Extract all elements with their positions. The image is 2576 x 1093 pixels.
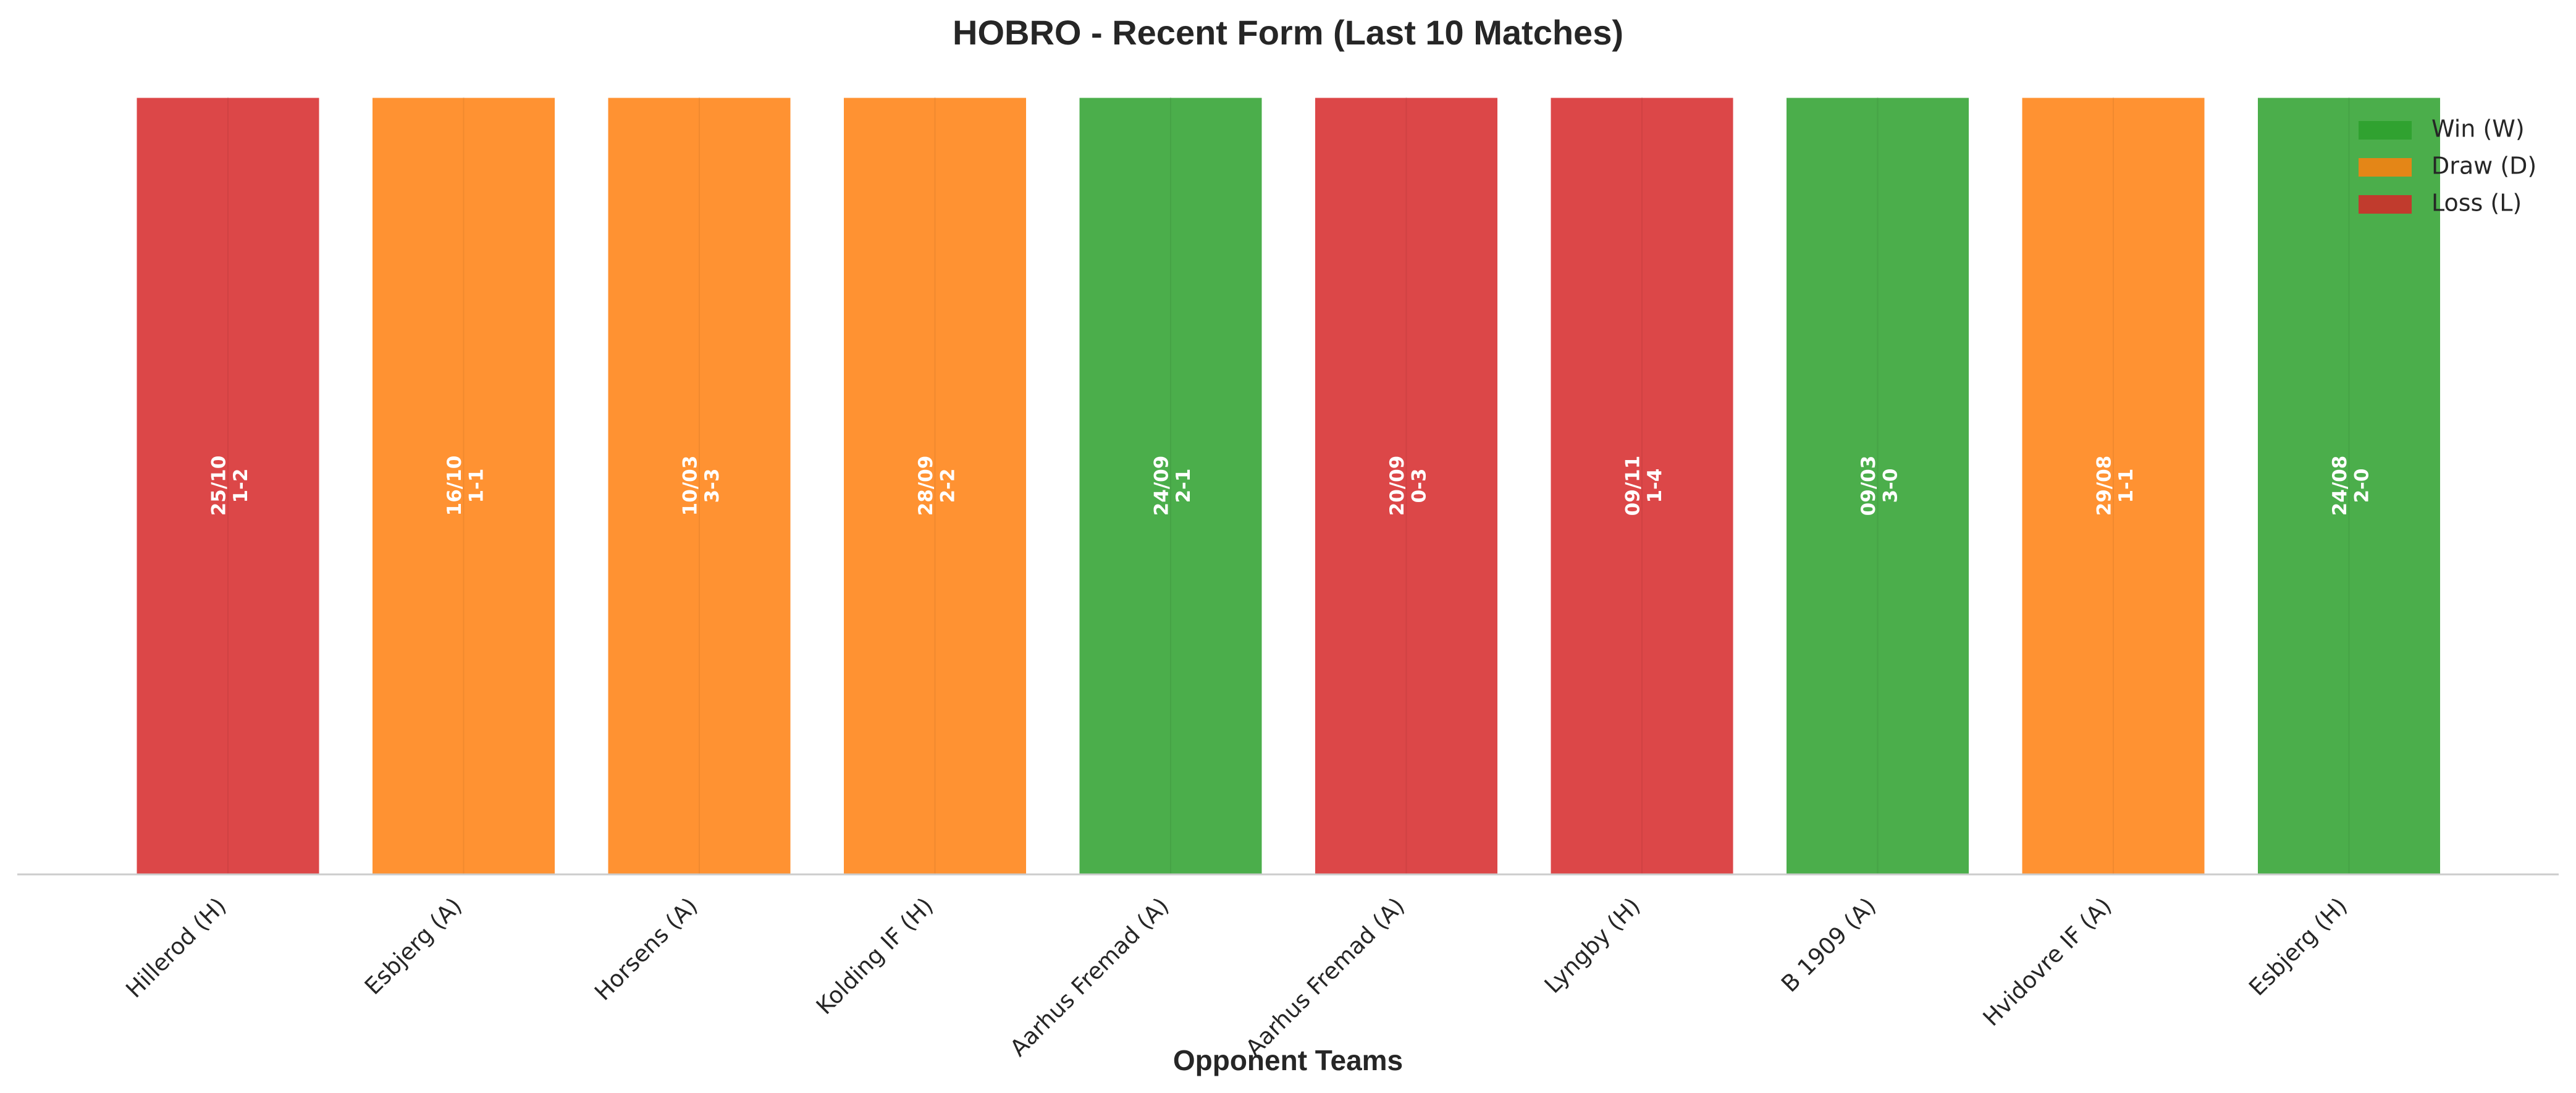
x-tick-label: Esbjerg (H) xyxy=(2244,892,2352,1001)
match-score: 3-0 xyxy=(1880,468,1902,503)
match-date: 16/10 xyxy=(444,456,466,516)
bar-data-label: 20/090-3 xyxy=(1386,456,1431,516)
match-date: 09/03 xyxy=(1858,456,1880,516)
match-score: 2-0 xyxy=(2351,468,2373,503)
bar-4 xyxy=(842,96,1028,876)
bar-data-label: 25/101-2 xyxy=(208,456,252,516)
bar-data-label: 10/033-3 xyxy=(679,456,723,516)
bar-data-label: 09/033-0 xyxy=(1858,456,1902,516)
bar-data-label: 16/101-1 xyxy=(444,456,488,516)
bar-data-label: 09/111-4 xyxy=(1622,456,1666,516)
legend-label: Win (W) xyxy=(2431,115,2525,143)
x-tick-label: Horsens (A) xyxy=(589,892,702,1005)
match-score: 2-1 xyxy=(1172,468,1195,503)
bar-2 xyxy=(371,96,557,876)
match-score: 0-3 xyxy=(1408,468,1431,503)
bar-7 xyxy=(1549,96,1735,876)
match-score: 1-1 xyxy=(2115,468,2137,503)
x-tick-label: Aarhus Fremad (A) xyxy=(1005,892,1174,1062)
match-date: 10/03 xyxy=(679,456,701,516)
bar-10 xyxy=(2256,96,2442,876)
x-tick-label: Kolding IF (H) xyxy=(811,892,938,1020)
legend: Win (W) Draw (D) Loss (L) xyxy=(2359,115,2536,217)
x-tick-label: Esbjerg (A) xyxy=(360,892,467,1000)
legend-label: Loss (L) xyxy=(2431,190,2522,217)
bar-data-label: 28/092-2 xyxy=(915,456,959,516)
x-tick-label: B 1909 (A) xyxy=(1776,892,1881,997)
match-date: 20/09 xyxy=(1386,456,1408,516)
match-date: 24/08 xyxy=(2329,456,2351,516)
legend-swatch-l xyxy=(2359,195,2412,214)
legend-swatch-w xyxy=(2359,121,2412,140)
bar-data-label: 29/081-1 xyxy=(2093,456,2137,516)
match-date: 09/11 xyxy=(1622,456,1644,516)
legend-swatch-d xyxy=(2359,158,2412,177)
x-tick-label: Aarhus Fremad (A) xyxy=(1240,892,1410,1062)
x-tick-label: Lyngby (H) xyxy=(1539,892,1646,999)
match-score: 1-2 xyxy=(230,468,252,503)
match-date: 29/08 xyxy=(2093,456,2115,516)
bar-3 xyxy=(606,96,793,876)
match-date: 28/09 xyxy=(915,456,937,516)
x-axis-label: Opponent Teams xyxy=(1173,1044,1403,1076)
x-tick-labels: Hillerod (H) Esbjerg (A) Horsens (A) Koldin… xyxy=(120,892,2352,1062)
bar-6 xyxy=(1313,96,1499,876)
bars-group: 25/101-2 16/101-1 10/033-3 28/092-2 24/092-1… xyxy=(135,96,2442,876)
match-date: 24/09 xyxy=(1150,456,1172,516)
chart-title: HOBRO - Recent Form (Last 10 Matches) xyxy=(953,13,1623,52)
bar-data-label: 24/092-1 xyxy=(1150,456,1195,516)
match-score: 1-1 xyxy=(466,468,488,503)
match-score: 3-3 xyxy=(701,468,723,503)
match-score: 2-2 xyxy=(937,468,959,503)
bar-data-label: 24/082-0 xyxy=(2329,456,2373,516)
bar-1 xyxy=(135,96,321,876)
bar-5 xyxy=(1077,96,1264,876)
x-tick-label: Hillerod (H) xyxy=(120,892,231,1003)
x-tick-label: Hvidovre IF (A) xyxy=(1978,892,2117,1031)
match-score: 1-4 xyxy=(1644,468,1666,503)
legend-label: Draw (D) xyxy=(2431,153,2536,180)
match-date: 25/10 xyxy=(208,456,230,516)
